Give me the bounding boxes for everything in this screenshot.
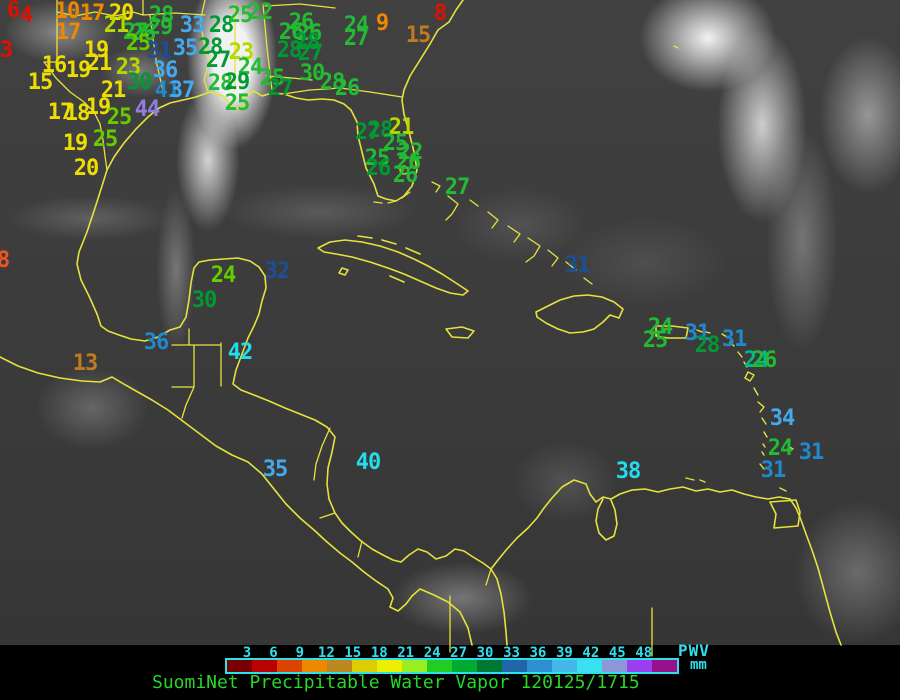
station-pwv-value: 8 — [0, 248, 10, 273]
colorbar-ticks: 3 6 9 12 15 18 21 24 27 30 33 36 39 42 45 48 — [0, 645, 900, 661]
station-pwv-value: 26 — [365, 156, 391, 181]
station-pwv-value: 8 — [433, 1, 447, 26]
station-pwv-value: 26 — [392, 163, 418, 188]
station-pwv-value: 9 — [375, 11, 389, 36]
legend-band: 3 6 9 12 15 18 21 24 27 30 33 36 39 42 45 48 PWV mm Suo… — [0, 641, 900, 700]
station-pwv-value: 34 — [769, 406, 795, 431]
stations-layer: 6 4 3 8 10 17 17 20 21 19 16 19 21 23 15 30 21 17 18 19 25 44… — [0, 0, 824, 484]
station-pwv-value: 40 — [355, 450, 381, 475]
colorbar-tick-label: 18 — [370, 645, 388, 661]
station-pwv-value: 22 — [247, 0, 273, 25]
station-pwv-value: 25 — [106, 105, 132, 130]
colorbar-tick-label: 9 — [295, 645, 305, 661]
station-pwv-value: 25 — [92, 127, 118, 152]
station-pwv-value: 27 — [343, 26, 369, 51]
station-pwv-value: 24 — [210, 263, 236, 288]
station-pwv-value: 33 — [179, 13, 205, 38]
station-pwv-value: 26 — [751, 348, 777, 373]
colorbar-tick-label: 6 — [269, 645, 278, 661]
colorbar-tick-label: 12 — [317, 645, 335, 661]
station-pwv-value: 25 — [642, 328, 668, 353]
station-pwv-value: 19 — [62, 131, 88, 156]
colorbar-segment — [452, 660, 477, 672]
station-pwv-value: 15 — [27, 70, 53, 95]
station-pwv-value: 38 — [615, 459, 641, 484]
station-pwv-value: 6 — [6, 0, 20, 23]
colorbar-segment — [552, 660, 577, 672]
station-pwv-value: 27 — [205, 48, 231, 73]
colorbar-segment — [402, 660, 427, 672]
station-pwv-value: 15 — [405, 23, 431, 48]
colorbar-segment — [602, 660, 627, 672]
product-title: SuomiNet Precipitable Water Vapor 120125… — [152, 672, 640, 693]
colorbar-segment — [427, 660, 452, 672]
station-pwv-value: 25 — [224, 91, 250, 116]
station-pwv-value: 30 — [126, 70, 152, 95]
station-pwv-value: 36 — [143, 330, 169, 355]
station-pwv-value: 27 — [267, 76, 293, 101]
station-pwv-value: 31 — [798, 440, 824, 465]
colorbar-segment — [652, 660, 677, 672]
station-pwv-value: 17 — [55, 20, 81, 45]
colorbar-segment — [577, 660, 602, 672]
station-pwv-value: 24 — [767, 436, 793, 461]
station-pwv-value: 37 — [169, 78, 195, 103]
station-pwv-value: 3 — [0, 38, 13, 63]
colorbar-segment — [377, 660, 402, 672]
station-pwv-value: 31 — [564, 253, 590, 278]
colorbar-tick-label: 3 — [242, 645, 252, 661]
station-pwv-value: 20 — [73, 156, 99, 181]
station-pwv-value: 32 — [264, 259, 290, 284]
colorbar-segment — [527, 660, 552, 672]
station-pwv-value: 31 — [760, 458, 786, 483]
station-pwv-value: 30 — [191, 288, 217, 313]
colorbar-segment — [227, 660, 252, 672]
colorbar-tick-label: 21 — [397, 645, 415, 661]
colorbar-segment — [627, 660, 652, 672]
station-pwv-value: 35 — [262, 457, 288, 482]
station-pwv-value: 28 — [694, 333, 720, 358]
colorbar-tick-label: 15 — [344, 645, 362, 661]
station-pwv-value: 17 — [79, 1, 105, 26]
station-pwv-value: 26 — [334, 76, 360, 101]
station-pwv-value: 4 — [19, 3, 33, 28]
colorbar-segment — [302, 660, 327, 672]
station-pwv-value: 21 — [86, 51, 112, 76]
colorbar-segment — [277, 660, 302, 672]
station-pwv-value: 13 — [72, 351, 98, 376]
colorbar-tick-label: 24 — [423, 645, 441, 661]
colorbar-segment — [327, 660, 352, 672]
colorbar — [225, 658, 679, 674]
colorbar-segment — [352, 660, 377, 672]
station-pwv-value: 31 — [721, 327, 747, 352]
colorbar-segment — [502, 660, 527, 672]
colorbar-segment — [252, 660, 277, 672]
station-pwv-value: 35 — [172, 36, 198, 61]
mm-unit-label: mm — [690, 657, 707, 673]
station-pwv-value: 42 — [227, 340, 253, 365]
colorbar-segment — [477, 660, 502, 672]
station-pwv-value: 27 — [444, 175, 470, 200]
